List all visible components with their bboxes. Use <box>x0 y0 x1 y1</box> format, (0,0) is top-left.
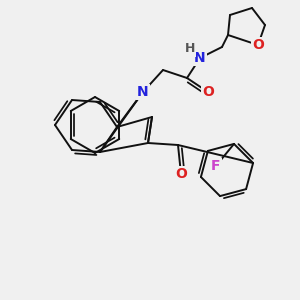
Text: O: O <box>175 167 187 181</box>
Text: O: O <box>202 85 214 99</box>
Text: H: H <box>185 43 195 56</box>
Text: O: O <box>252 38 264 52</box>
Text: F: F <box>211 159 221 173</box>
Text: N: N <box>137 85 149 99</box>
Text: N: N <box>194 51 206 65</box>
